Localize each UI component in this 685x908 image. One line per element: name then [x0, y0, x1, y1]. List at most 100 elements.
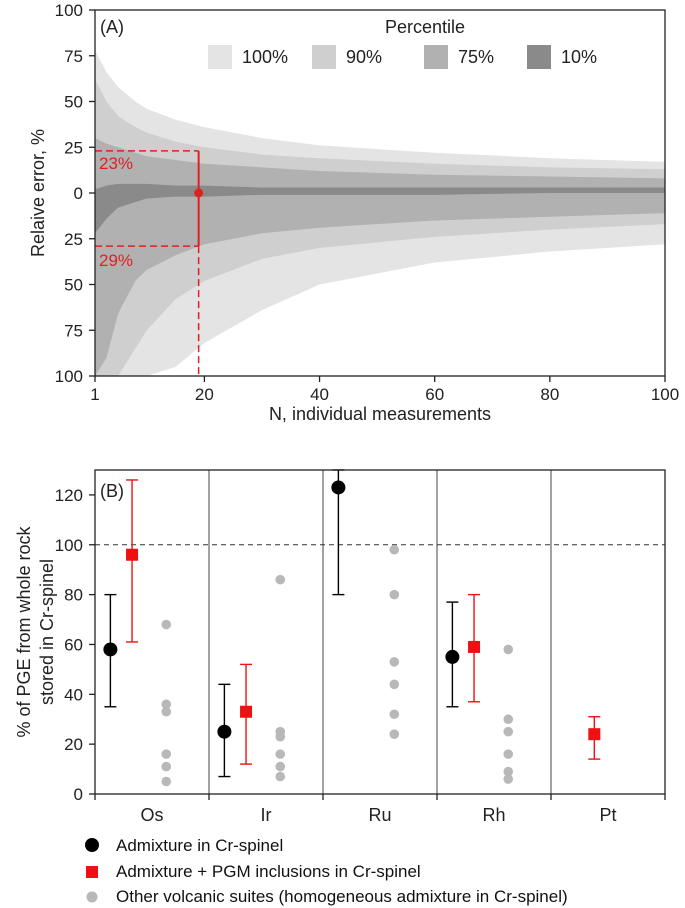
annotation-upper-label: 23%: [99, 154, 133, 173]
bottom-legend: Admixture in Cr-spinel Admixture + PGM i…: [85, 836, 568, 906]
panel-b-frame: [94, 469, 666, 795]
category-labels: Os Ir Ru Rh Pt: [94, 794, 666, 825]
y-tick-label: 60: [64, 635, 83, 654]
point-other-volcanic-Rh: [503, 714, 514, 725]
y-axis-label-line1: % of PGE from whole rock: [14, 525, 34, 737]
legend-label-75pct: 75%: [458, 47, 494, 67]
y-tick-label: 40: [64, 685, 83, 704]
annotation-lower-label: 29%: [99, 251, 133, 270]
y-axis-label-line2: stored in Cr-spinel: [37, 559, 57, 705]
legend-marker-other-volcanic: [86, 891, 98, 903]
point-admixture-pgm-Rh: [468, 640, 481, 653]
point-admixture-Rh: [445, 649, 460, 664]
x-tick-label: 100: [651, 385, 679, 404]
point-other-volcanic-Rh: [503, 726, 514, 737]
band-10pct: [95, 183, 665, 234]
x-tick-label: 20: [195, 385, 214, 404]
legend-label-90pct: 90%: [346, 47, 382, 67]
y-tick-label: 50: [64, 276, 83, 295]
category-label-Ir: Ir: [261, 805, 272, 825]
x-axis-ticks: 1 20 40 60 80 100: [90, 376, 679, 404]
data-points: [103, 469, 601, 787]
category-label-Pt: Pt: [599, 805, 616, 825]
x-tick-label: 60: [425, 385, 444, 404]
legend-marker-admixture-pgm: [86, 866, 98, 878]
legend-swatch-90pct: [312, 45, 336, 69]
y-tick-label: 20: [64, 735, 83, 754]
y-tick-label: 100: [55, 536, 83, 555]
category-dividers: [208, 470, 552, 794]
point-other-volcanic-Rh: [503, 766, 514, 777]
legend-swatch-75pct: [424, 45, 448, 69]
point-other-volcanic-Ir: [275, 761, 286, 772]
legend-swatch-10pct: [527, 45, 551, 69]
point-other-volcanic-Os: [161, 619, 172, 630]
y-tick-label: 75: [64, 321, 83, 340]
point-other-volcanic-Ir: [275, 731, 286, 742]
point-other-volcanic-Ru: [389, 709, 400, 720]
y-tick-label: 25: [64, 138, 83, 157]
y-tick-label: 120: [55, 486, 83, 505]
y-axis-ticks: 100 75 50 25 0 25 50 75 100: [55, 1, 95, 386]
legend-label-admixture-pgm: Admixture + PGM inclusions in Cr-spinel: [116, 862, 421, 881]
point-other-volcanic-Ir: [275, 574, 286, 585]
legend-label-admixture: Admixture in Cr-spinel: [116, 836, 283, 855]
legend-marker-admixture: [85, 838, 99, 852]
y-tick-label: 25: [64, 230, 83, 249]
point-admixture-Os: [103, 642, 118, 657]
legend-label-10pct: 10%: [561, 47, 597, 67]
category-label-Rh: Rh: [482, 805, 505, 825]
point-admixture-Ru: [331, 480, 346, 495]
point-admixture-Ir: [217, 724, 232, 739]
legend-swatch-100pct: [208, 45, 232, 69]
panel-a: 23% 29% 100 75 50 25 0 25 50 75 100 1 20 40 60 80 100 …: [28, 1, 679, 424]
panel-b: 0 20 40 60 80 100 120 Os Ir Ru Rh Pt (B) % of PGE …: [14, 469, 666, 825]
point-other-volcanic-Ru: [389, 729, 400, 739]
point-other-volcanic-Ir: [275, 749, 286, 759]
point-other-volcanic-Rh: [503, 644, 514, 655]
panel-b-label: (B): [100, 481, 124, 501]
annotation: 23% 29%: [95, 150, 204, 376]
legend-label-other-volcanic: Other volcanic suites (homogeneous admix…: [116, 887, 568, 906]
point-other-volcanic-Os: [161, 749, 172, 759]
point-other-volcanic-Ir: [275, 771, 286, 782]
y-axis-ticks: 0 20 40 60 80 100 120: [55, 486, 95, 804]
y-tick-label: 100: [55, 1, 83, 20]
legend-title: Percentile: [385, 17, 465, 37]
point-admixture-pgm-Os: [126, 548, 139, 561]
y-tick-label: 100: [55, 367, 83, 386]
point-other-volcanic-Os: [161, 706, 172, 717]
errorbar-admixture-pgm-Os: [126, 479, 139, 643]
y-tick-label: 75: [64, 47, 83, 66]
y-tick-label: 80: [64, 586, 83, 605]
legend-label-100pct: 100%: [242, 47, 288, 67]
point-other-volcanic-Rh: [503, 774, 514, 784]
y-axis-label: Relaive error, %: [28, 129, 48, 257]
y-tick-label: 50: [64, 93, 83, 112]
y-tick-label: 0: [74, 785, 83, 804]
x-tick-label: 80: [540, 385, 559, 404]
panel-a-label: (A): [100, 17, 124, 37]
point-other-volcanic-Ru: [389, 679, 400, 690]
x-tick-label: 40: [310, 385, 329, 404]
category-label-Os: Os: [140, 805, 163, 825]
point-other-volcanic-Ru: [389, 589, 400, 600]
percentile-bands: [95, 50, 665, 376]
point-other-volcanic-Os: [161, 761, 172, 772]
x-tick-label: 1: [90, 385, 99, 404]
legend: 100% 90% 75% 10%: [208, 45, 597, 69]
band-75pct: [95, 138, 665, 376]
point-other-volcanic-Rh: [503, 749, 514, 759]
point-other-volcanic-Ru: [389, 657, 400, 667]
category-label-Ru: Ru: [368, 805, 391, 825]
y-tick-label: 0: [74, 184, 83, 203]
band-90pct: [95, 79, 665, 376]
annotation-point: [194, 188, 204, 198]
point-admixture-pgm-Pt: [588, 728, 601, 741]
point-other-volcanic-Ru: [389, 544, 400, 555]
point-other-volcanic-Os: [161, 776, 172, 787]
point-other-volcanic-Os: [161, 699, 172, 710]
point-admixture-pgm-Ir: [240, 705, 253, 718]
x-axis-label: N, individual measurements: [269, 404, 491, 424]
